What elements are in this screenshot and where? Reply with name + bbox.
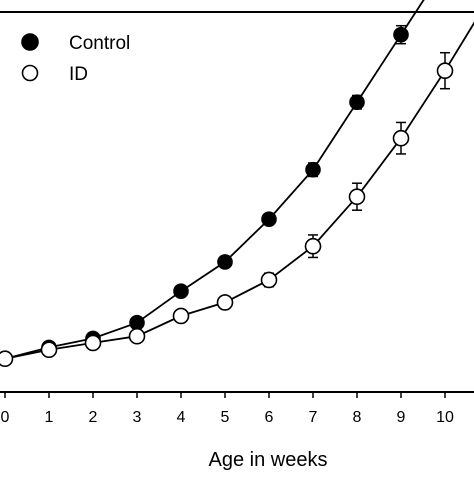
x-tick-label: 4 bbox=[177, 409, 186, 426]
x-tick-label: 2 bbox=[89, 409, 98, 426]
data-point-control bbox=[217, 254, 233, 270]
data-point-control bbox=[349, 94, 365, 110]
x-tick-label: 1 bbox=[45, 409, 54, 426]
x-tick-label: 3 bbox=[133, 409, 142, 426]
x-tick-label: 9 bbox=[397, 409, 406, 426]
legend-item-control: Control bbox=[21, 33, 130, 54]
data-point-control bbox=[261, 211, 277, 227]
x-tick-label: 8 bbox=[353, 409, 362, 426]
data-point-id bbox=[40, 341, 58, 359]
data-point-id bbox=[348, 188, 366, 205]
data-point-control bbox=[305, 161, 321, 178]
x-tick-label: 0 bbox=[1, 409, 10, 426]
data-point-control bbox=[393, 26, 409, 43]
x-tick-label: 10 bbox=[436, 409, 454, 426]
data-point-id bbox=[128, 327, 146, 345]
data-point-id bbox=[172, 307, 190, 325]
legend-label-control: Control bbox=[69, 33, 130, 54]
x-ticks: 0 1 2 3 4 5 6 7 8 9 10 bbox=[1, 392, 454, 426]
x-tick-label: 5 bbox=[221, 409, 230, 426]
series-layer bbox=[0, 0, 474, 367]
data-point-id bbox=[260, 271, 278, 289]
legend-label-id: ID bbox=[69, 64, 88, 85]
data-point-id bbox=[436, 62, 454, 79]
data-point-id bbox=[0, 350, 14, 367]
legend-marker-id bbox=[21, 64, 39, 82]
data-point-id bbox=[216, 294, 234, 311]
data-point-control bbox=[173, 283, 189, 300]
legend-marker-control bbox=[21, 33, 39, 51]
data-point-control bbox=[129, 314, 145, 331]
x-axis-title: Age in weeks bbox=[209, 449, 328, 471]
series-control bbox=[0, 0, 425, 367]
data-point-id bbox=[84, 334, 102, 352]
x-tick-label: 6 bbox=[265, 409, 274, 426]
data-point-id bbox=[392, 129, 410, 147]
x-tick-label: 7 bbox=[309, 409, 318, 426]
legend-item-id: ID bbox=[21, 64, 88, 85]
data-point-id bbox=[304, 237, 322, 255]
legend: Control ID bbox=[21, 33, 130, 85]
series-id bbox=[0, 21, 474, 367]
